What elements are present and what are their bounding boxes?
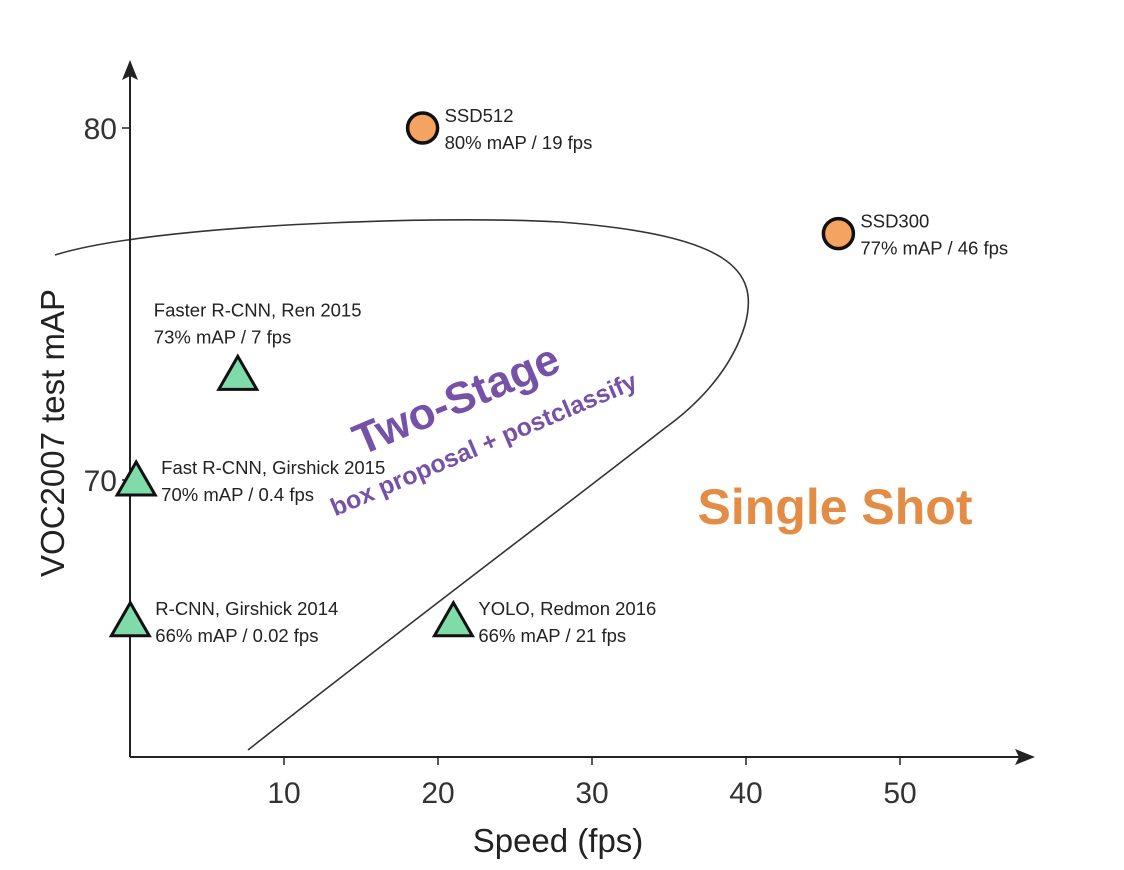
region-boundary-curve [54, 219, 750, 751]
point-label-ssd300: SSD300 [860, 211, 929, 232]
point-stats-yolo-redmon-2016: 66% mAP / 21 fps [478, 625, 626, 646]
marker-faster-r-cnn-ren-2015 [216, 353, 260, 391]
y-axis-arrow [122, 60, 138, 80]
x-tick-label: 10 [267, 777, 300, 810]
y-tick-label: 70 [84, 465, 117, 498]
y-tick-label: 80 [84, 113, 117, 146]
data-points: SSD512 80% mAP / 19 fps SSD300 77% mAP / 46… [108, 105, 1008, 646]
single-shot-region-title: Single Shot [698, 479, 973, 535]
marker-yolo-redmon-2016 [431, 599, 475, 638]
x-tick-label: 20 [421, 777, 454, 810]
marker-fast-r-cnn-girshick-2015 [114, 458, 158, 497]
marker-r-cnn-girshick-2014 [108, 599, 152, 638]
marker-ssd300 [821, 216, 856, 251]
point-label-r-cnn-girshick-2014: R-CNN, Girshick 2014 [155, 598, 338, 619]
x-tick-label: 40 [729, 777, 762, 810]
x-axis-arrow [1015, 749, 1035, 765]
axis-ticks: 10 20 30 40 50 70 80 [84, 113, 917, 810]
y-axis-label: VOC2007 test mAP [34, 289, 71, 577]
point-stats-ssd512: 80% mAP / 19 fps [445, 132, 593, 153]
point-stats-r-cnn-girshick-2014: 66% mAP / 0.02 fps [155, 625, 318, 646]
point-stats-fast-r-cnn-girshick-2015: 70% mAP / 0.4 fps [161, 484, 314, 505]
x-axis-label: Speed (fps) [473, 822, 644, 859]
point-stats-ssd300: 77% mAP / 46 fps [860, 238, 1008, 259]
marker-ssd512 [405, 111, 440, 145]
point-stats-faster-r-cnn-ren-2015: 73% mAP / 7 fps [154, 326, 291, 347]
point-label-ssd512: SSD512 [445, 105, 514, 126]
point-label-yolo-redmon-2016: YOLO, Redmon 2016 [478, 598, 656, 619]
point-label-fast-r-cnn-girshick-2015: Fast R-CNN, Girshick 2015 [161, 457, 385, 478]
x-tick-label: 30 [575, 777, 608, 810]
point-label-faster-r-cnn-ren-2015: Faster R-CNN, Ren 2015 [154, 299, 362, 320]
x-tick-label: 50 [883, 777, 916, 810]
